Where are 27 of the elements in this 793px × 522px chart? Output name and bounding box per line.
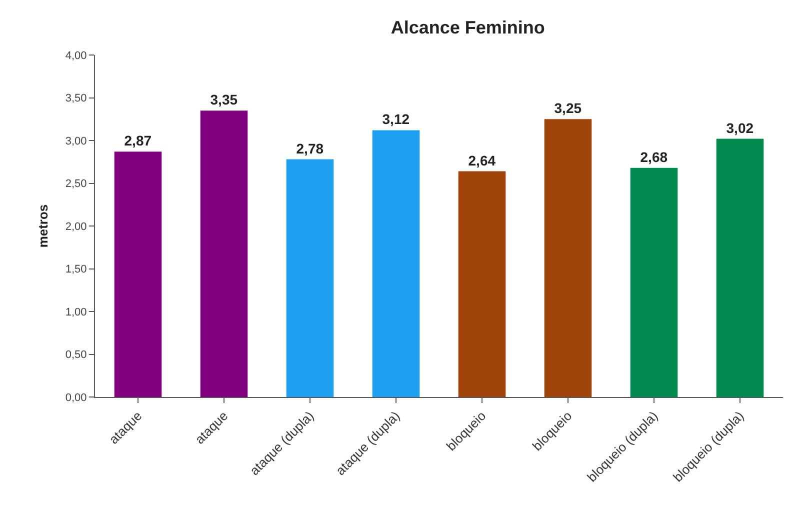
data-label: 2,87 — [124, 132, 152, 149]
bar — [544, 119, 592, 397]
y-tick-label: 0,00 — [65, 392, 87, 404]
y-axis-title: metros — [35, 204, 50, 248]
bar — [114, 152, 162, 397]
data-label: 2,68 — [640, 148, 668, 165]
y-tick-label: 2,50 — [65, 178, 87, 190]
data-label: 3,02 — [726, 120, 754, 136]
data-label: 3,25 — [554, 100, 582, 116]
bar — [458, 171, 506, 397]
bar — [286, 159, 334, 397]
data-label: 2,64 — [468, 152, 496, 168]
bar — [200, 110, 248, 397]
chart-title: Alcance Feminino — [390, 17, 545, 38]
bar — [716, 138, 764, 397]
y-tick-label: 1,50 — [65, 264, 87, 276]
data-label: 2,78 — [296, 140, 324, 156]
y-tick-label: 3,00 — [65, 135, 87, 148]
y-tick-label: 0,50 — [65, 349, 87, 362]
data-label: 3,35 — [210, 92, 238, 108]
bar — [630, 168, 678, 397]
data-label: 3,12 — [382, 111, 410, 128]
y-tick-label: 4,00 — [65, 50, 87, 62]
y-tick-label: 2,00 — [65, 220, 87, 233]
y-tick-label: 3,50 — [65, 92, 87, 105]
y-tick-label: 1,00 — [65, 306, 87, 318]
bar — [372, 130, 420, 397]
